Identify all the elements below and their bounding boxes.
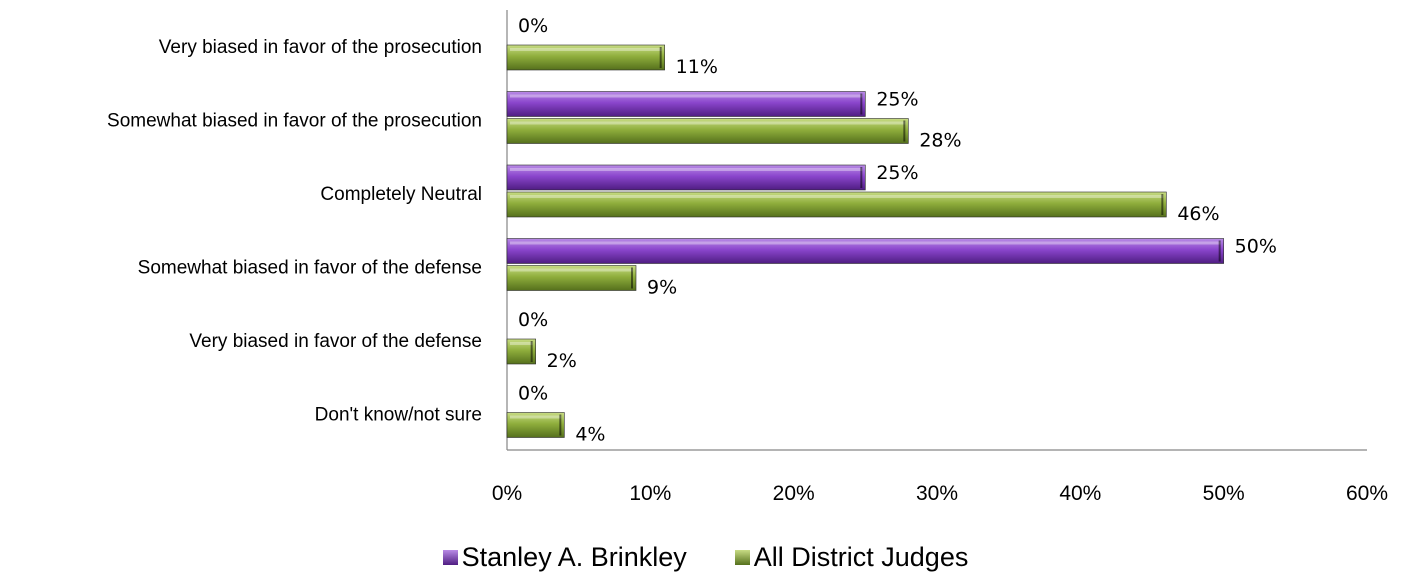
bar xyxy=(506,44,665,71)
legend: Stanley A. Brinkley All District Judges xyxy=(0,540,1411,575)
axes: 0% 10% 20% 30% 40% 50% 60% xyxy=(492,10,1388,505)
category-label: Don't know/not sure xyxy=(315,405,482,426)
x-tick-label: 40% xyxy=(1059,482,1101,505)
data-label: 0% xyxy=(518,383,548,405)
bar-chart: 0% 10% 20% 30% 40% 50% 60% Very biased in favo… xyxy=(107,10,1388,505)
data-label: 0% xyxy=(518,15,548,37)
bar xyxy=(506,91,866,117)
category-label: Somewhat biased in favor of the prosecut… xyxy=(107,111,482,132)
bar-highlight xyxy=(510,241,1221,245)
bar-highlight xyxy=(510,94,863,98)
legend-label-series-2: All District Judges xyxy=(753,542,969,572)
bar-highlight xyxy=(510,168,863,171)
bar xyxy=(506,412,565,438)
bar xyxy=(506,238,1224,264)
legend-item-series-1: Stanley A. Brinkley xyxy=(442,542,687,573)
x-tick-label: 60% xyxy=(1346,482,1388,505)
data-label: 28% xyxy=(919,130,961,152)
bar-highlight xyxy=(510,48,662,51)
bars xyxy=(506,44,1224,438)
legend-swatch-series-2 xyxy=(734,550,750,565)
x-tick-label: 30% xyxy=(916,482,958,505)
data-label: 46% xyxy=(1177,203,1219,225)
data-label: 11% xyxy=(676,56,718,78)
x-tick-label: 10% xyxy=(629,482,671,505)
category-label: Very biased in favor of the prosecution xyxy=(159,37,482,58)
bar xyxy=(506,164,866,191)
bar xyxy=(506,191,1167,218)
category-label: Completely Neutral xyxy=(320,184,482,205)
category-label: Very biased in favor of the defense xyxy=(189,331,482,352)
category-label: Somewhat biased in favor of the defense xyxy=(138,258,482,279)
bar-highlight xyxy=(510,342,533,345)
bar-highlight xyxy=(510,121,906,125)
x-tick-label: 20% xyxy=(773,482,815,505)
x-tick-label: 0% xyxy=(492,482,522,505)
legend-item-series-2: All District Judges xyxy=(734,542,969,573)
bar xyxy=(506,118,909,144)
legend-label-series-1: Stanley A. Brinkley xyxy=(461,542,687,572)
bar-highlight xyxy=(510,195,1164,198)
bar-highlight xyxy=(510,415,562,419)
legend-swatch-series-1 xyxy=(442,550,458,565)
data-label: 9% xyxy=(647,277,677,299)
data-label: 0% xyxy=(518,309,548,331)
data-label: 25% xyxy=(876,89,918,111)
bar xyxy=(506,265,637,291)
data-label: 2% xyxy=(547,350,577,372)
x-tick-label: 50% xyxy=(1203,482,1245,505)
data-label: 4% xyxy=(575,424,605,446)
bar-highlight xyxy=(510,268,633,272)
labels: Very biased in favor of the prosecution 0… xyxy=(107,15,1277,446)
data-label: 25% xyxy=(876,162,918,184)
data-label: 50% xyxy=(1235,236,1277,258)
